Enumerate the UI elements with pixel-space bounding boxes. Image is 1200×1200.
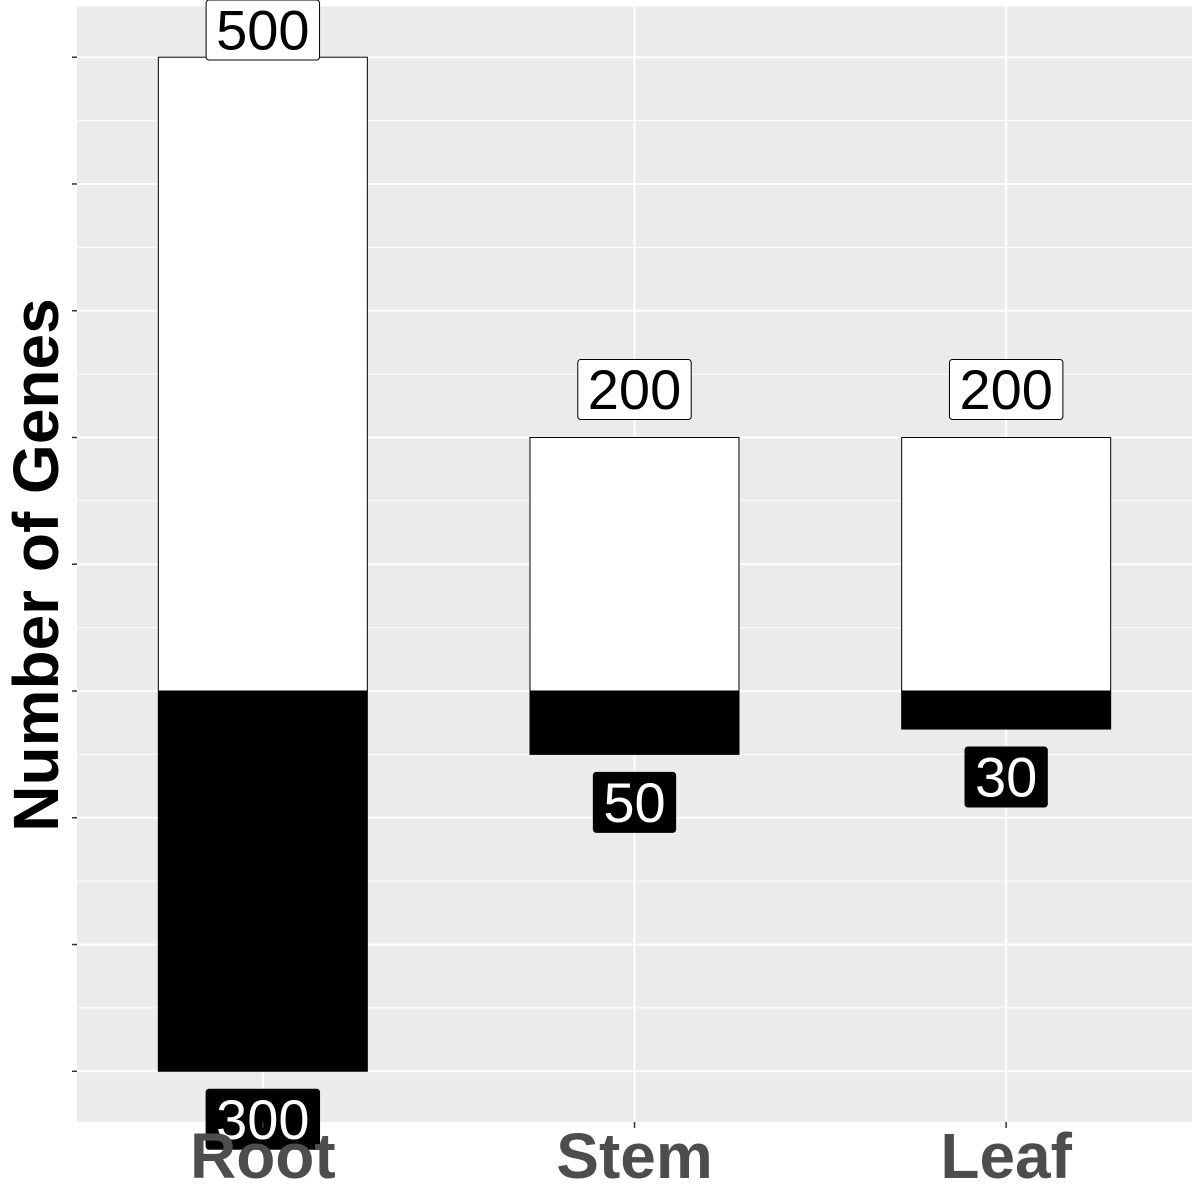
data-label-text: 500 — [216, 0, 309, 62]
y-axis-ticks — [72, 56, 77, 1073]
bar-negative-leaf — [901, 690, 1112, 730]
bar-negative-stem — [529, 690, 740, 755]
y-axis-label: Number of Genes — [0, 298, 72, 831]
bar-negative-root — [157, 690, 368, 1072]
data-label-box — [964, 746, 1048, 808]
data-label: 500 — [205, 0, 321, 62]
bar-positive-stem — [529, 436, 740, 692]
x-tick-label-root: Root — [190, 1120, 336, 1192]
data-label: 30 — [964, 746, 1048, 809]
data-label: 200 — [577, 358, 692, 421]
data-label-text: 300 — [216, 1088, 309, 1151]
x-tick-label-leaf: Leaf — [940, 1120, 1072, 1192]
bar-positive-leaf — [901, 436, 1112, 692]
data-label-text: 200 — [959, 358, 1052, 421]
x-tick-label-stem: Stem — [556, 1120, 713, 1192]
data-label-box — [592, 771, 677, 833]
x-axis: Root Stem Leaf — [190, 1120, 1073, 1192]
data-label-text: 30 — [975, 746, 1037, 809]
data-label-box — [948, 358, 1064, 420]
data-labels: 500 200 200 300 50 30 — [205, 0, 1064, 1151]
data-label-text: 50 — [603, 771, 665, 834]
data-label-box — [205, 0, 321, 61]
bar-positive-root — [157, 56, 368, 692]
data-label: 300 — [205, 1088, 321, 1151]
data-label-box — [577, 358, 692, 420]
data-label: 50 — [592, 771, 677, 834]
data-label: 200 — [948, 358, 1064, 421]
bars — [157, 56, 1112, 1072]
data-label-box — [205, 1088, 321, 1150]
data-label-text: 200 — [588, 358, 681, 421]
